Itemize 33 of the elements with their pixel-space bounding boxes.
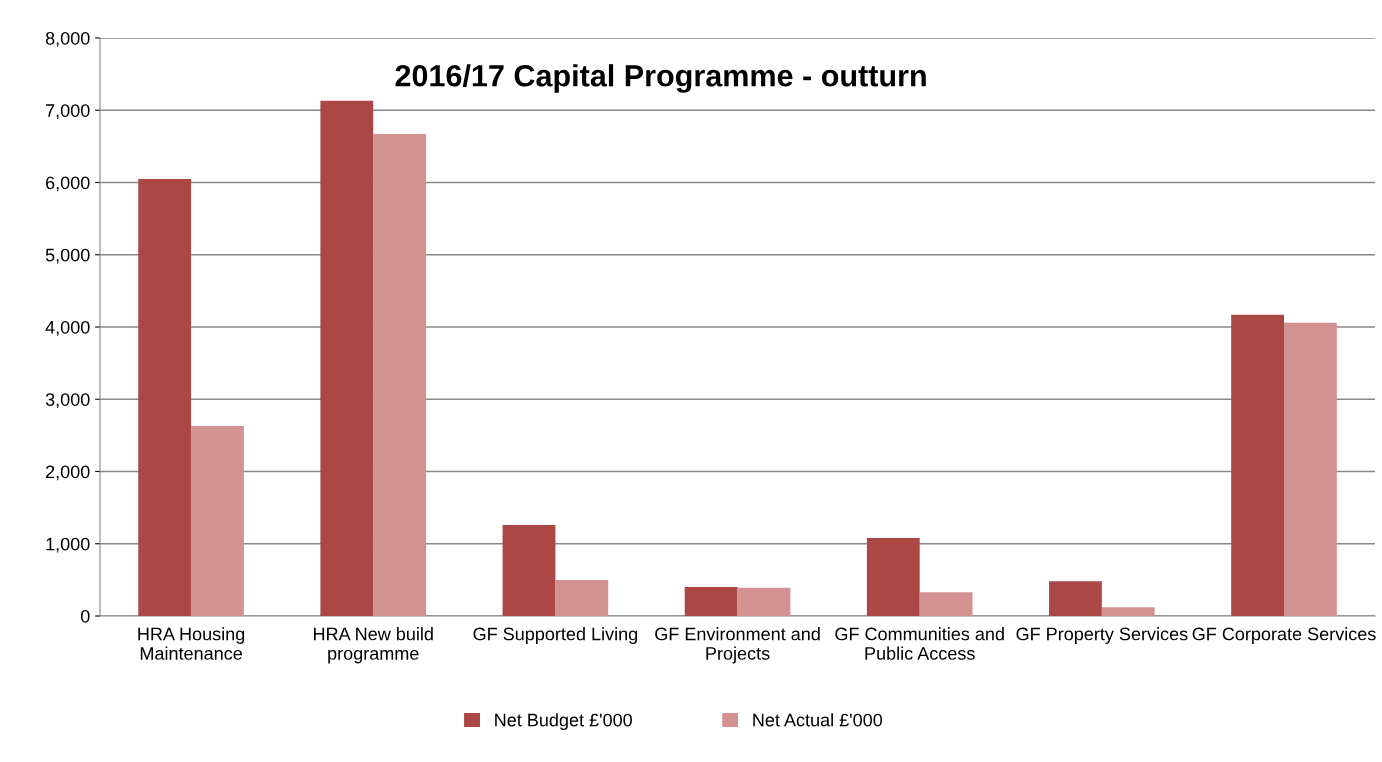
- text: 2016/17 Capital Programme - outturn: [395, 64, 926, 93]
- bar: [1049, 581, 1102, 616]
- bar: [866, 537, 920, 616]
- y-tick-label: 1,000: [46, 537, 90, 553]
- bar: [191, 425, 244, 616]
- x-tick-label: GF Environment and Projects: [655, 627, 820, 664]
- y-tick-label: 8,000: [45, 31, 90, 47]
- bar: [502, 524, 556, 616]
- x-tick-label: GF Communities and Public Access: [835, 627, 1004, 660]
- y-tick-label: 6,000: [46, 176, 90, 192]
- y-tick-label: 0: [80, 609, 90, 623]
- y-tick-label: 4,000: [45, 320, 90, 336]
- y-tick-label: 2,000: [46, 465, 90, 481]
- bar: [1284, 322, 1337, 616]
- bar: [138, 178, 192, 616]
- legend-label: Net Actual £'000: [753, 713, 883, 727]
- bar: [737, 587, 791, 616]
- legend-label: Net Budget £'000: [495, 713, 632, 730]
- bar: [1231, 314, 1285, 616]
- x-tick-label: GF Property Services: [1016, 627, 1188, 644]
- y-tick-label: 5,000: [45, 248, 90, 264]
- bar: [684, 587, 738, 616]
- bar: [555, 579, 609, 616]
- x-tick-label: GF Corporate Services: [1192, 627, 1376, 644]
- x-tick-label: GF Supported Living: [473, 627, 638, 644]
- bar: [373, 134, 427, 616]
- x-tick-label: HRA Housing Maintenance: [138, 627, 245, 660]
- y-tick-label: 3,000: [45, 393, 90, 409]
- bar: [320, 100, 374, 616]
- bar: [919, 592, 973, 616]
- bar: [1101, 607, 1155, 616]
- y-tick-label: 7,000: [46, 104, 90, 120]
- x-tick-label: HRA New build programme: [314, 627, 433, 664]
